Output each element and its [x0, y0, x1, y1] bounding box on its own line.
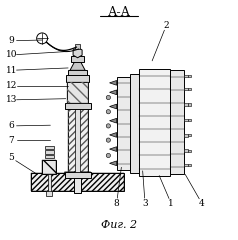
Bar: [188, 75, 191, 77]
Polygon shape: [109, 161, 117, 166]
Bar: [46, 191, 52, 196]
Bar: [170, 70, 184, 174]
Circle shape: [37, 33, 48, 44]
Bar: [42, 160, 56, 174]
Bar: [74, 171, 81, 193]
Bar: [68, 80, 88, 172]
Text: 11: 11: [5, 66, 17, 75]
Bar: [64, 172, 91, 178]
Bar: [184, 163, 188, 166]
Polygon shape: [109, 80, 117, 85]
Text: 6: 6: [9, 121, 14, 130]
Bar: [67, 82, 88, 103]
Text: 2: 2: [164, 21, 169, 30]
Text: 7: 7: [9, 136, 14, 145]
Bar: [67, 82, 88, 103]
Circle shape: [106, 95, 110, 100]
Bar: [75, 44, 80, 49]
Bar: [71, 56, 84, 62]
Bar: [130, 74, 139, 173]
Text: А-А: А-А: [107, 6, 131, 19]
Bar: [184, 149, 188, 152]
Bar: [117, 78, 130, 170]
Bar: [188, 119, 191, 121]
Bar: [184, 134, 188, 137]
Polygon shape: [109, 90, 117, 95]
Bar: [184, 75, 188, 78]
Bar: [184, 88, 188, 90]
Text: 10: 10: [5, 50, 17, 60]
Bar: [188, 88, 191, 90]
Polygon shape: [109, 132, 117, 137]
Text: Фиг. 2: Фиг. 2: [101, 220, 137, 230]
Circle shape: [106, 153, 110, 158]
Bar: [139, 69, 170, 176]
Bar: [66, 75, 89, 82]
Text: 8: 8: [114, 199, 119, 208]
Bar: [48, 174, 51, 193]
Text: 13: 13: [6, 95, 17, 104]
Polygon shape: [109, 147, 117, 151]
Bar: [75, 80, 80, 172]
Text: 9: 9: [9, 36, 14, 45]
Circle shape: [106, 138, 110, 142]
Bar: [31, 173, 124, 191]
Text: 12: 12: [6, 81, 17, 90]
Bar: [64, 103, 91, 109]
Bar: [45, 146, 54, 149]
Bar: [188, 103, 191, 106]
Text: 1: 1: [168, 199, 174, 208]
Bar: [45, 155, 54, 158]
Bar: [68, 80, 88, 172]
Bar: [45, 150, 54, 154]
Polygon shape: [109, 104, 117, 109]
Polygon shape: [64, 172, 91, 178]
Circle shape: [106, 124, 110, 128]
Bar: [184, 119, 188, 121]
Bar: [188, 150, 191, 152]
Bar: [184, 103, 188, 106]
Polygon shape: [70, 56, 85, 70]
Bar: [68, 70, 87, 75]
Polygon shape: [109, 118, 117, 123]
Bar: [188, 164, 191, 166]
Text: 5: 5: [8, 153, 14, 162]
Polygon shape: [73, 47, 82, 58]
Bar: [31, 173, 124, 191]
Bar: [42, 160, 56, 174]
Circle shape: [106, 110, 110, 114]
Bar: [188, 134, 191, 136]
Text: 3: 3: [142, 199, 148, 208]
Text: 4: 4: [199, 199, 205, 208]
